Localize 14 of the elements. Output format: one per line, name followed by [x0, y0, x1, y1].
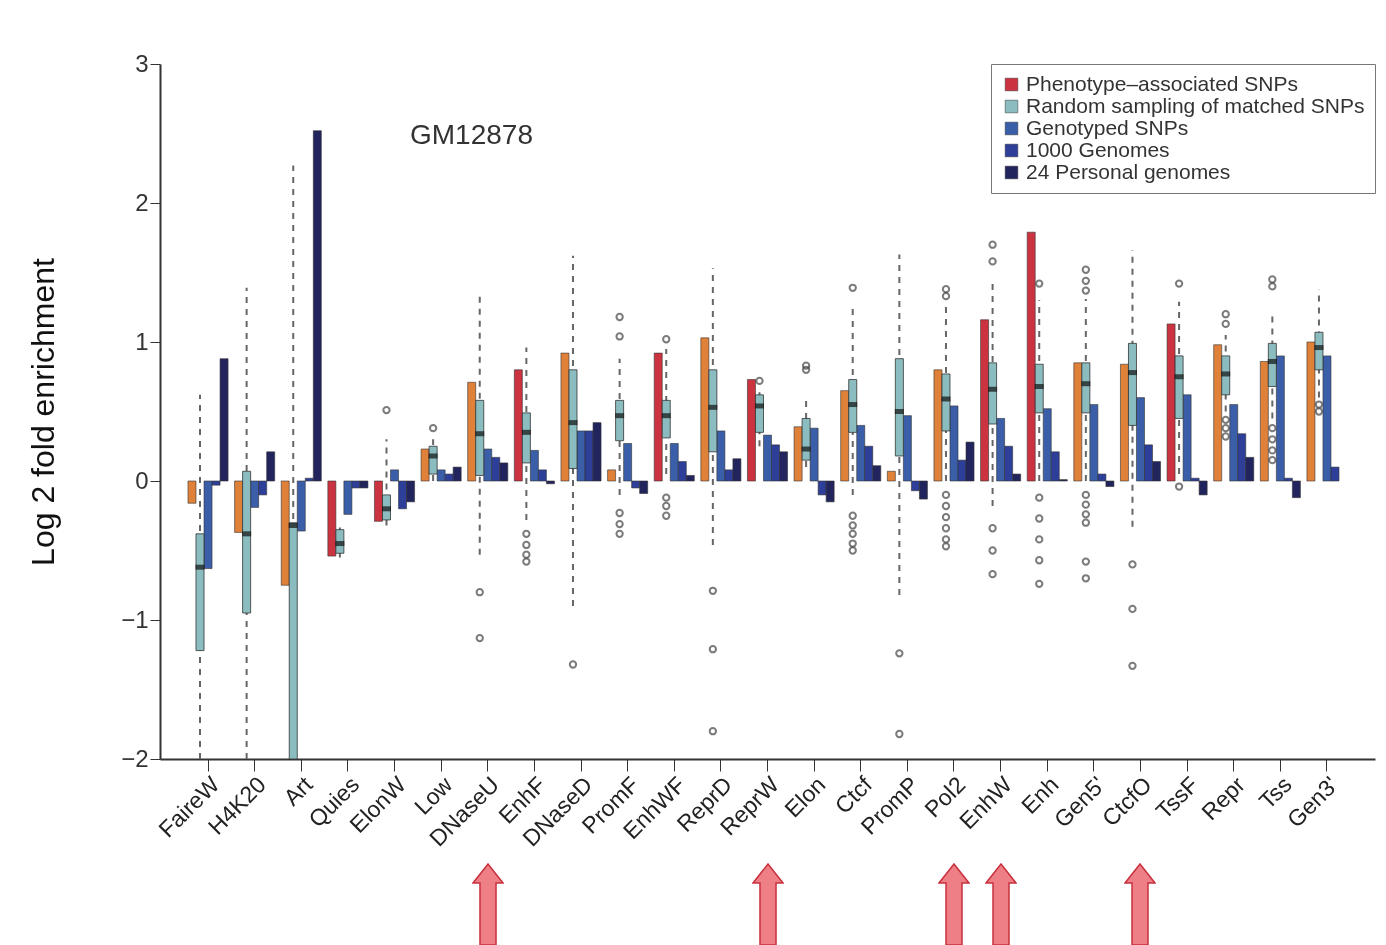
y-tick-label: 1	[135, 327, 149, 355]
y-axis-title: Log 2 fold enrichment	[25, 258, 62, 566]
y-tick-label: −1	[121, 605, 149, 633]
legend-label: 24 Personal genomes	[1026, 159, 1231, 183]
annotation: GM12878	[410, 119, 533, 150]
legend-label: Phenotype–associated SNPs	[1026, 71, 1299, 95]
y-tick-label: 3	[135, 49, 149, 77]
x-tick-label: Elon	[779, 771, 831, 823]
y-tick-label: 0	[135, 466, 149, 494]
bar	[887, 470, 896, 482]
bar	[607, 469, 616, 482]
y-tick-label: −2	[121, 744, 149, 772]
bar	[187, 480, 197, 504]
y-tick-label: 2	[135, 188, 149, 216]
